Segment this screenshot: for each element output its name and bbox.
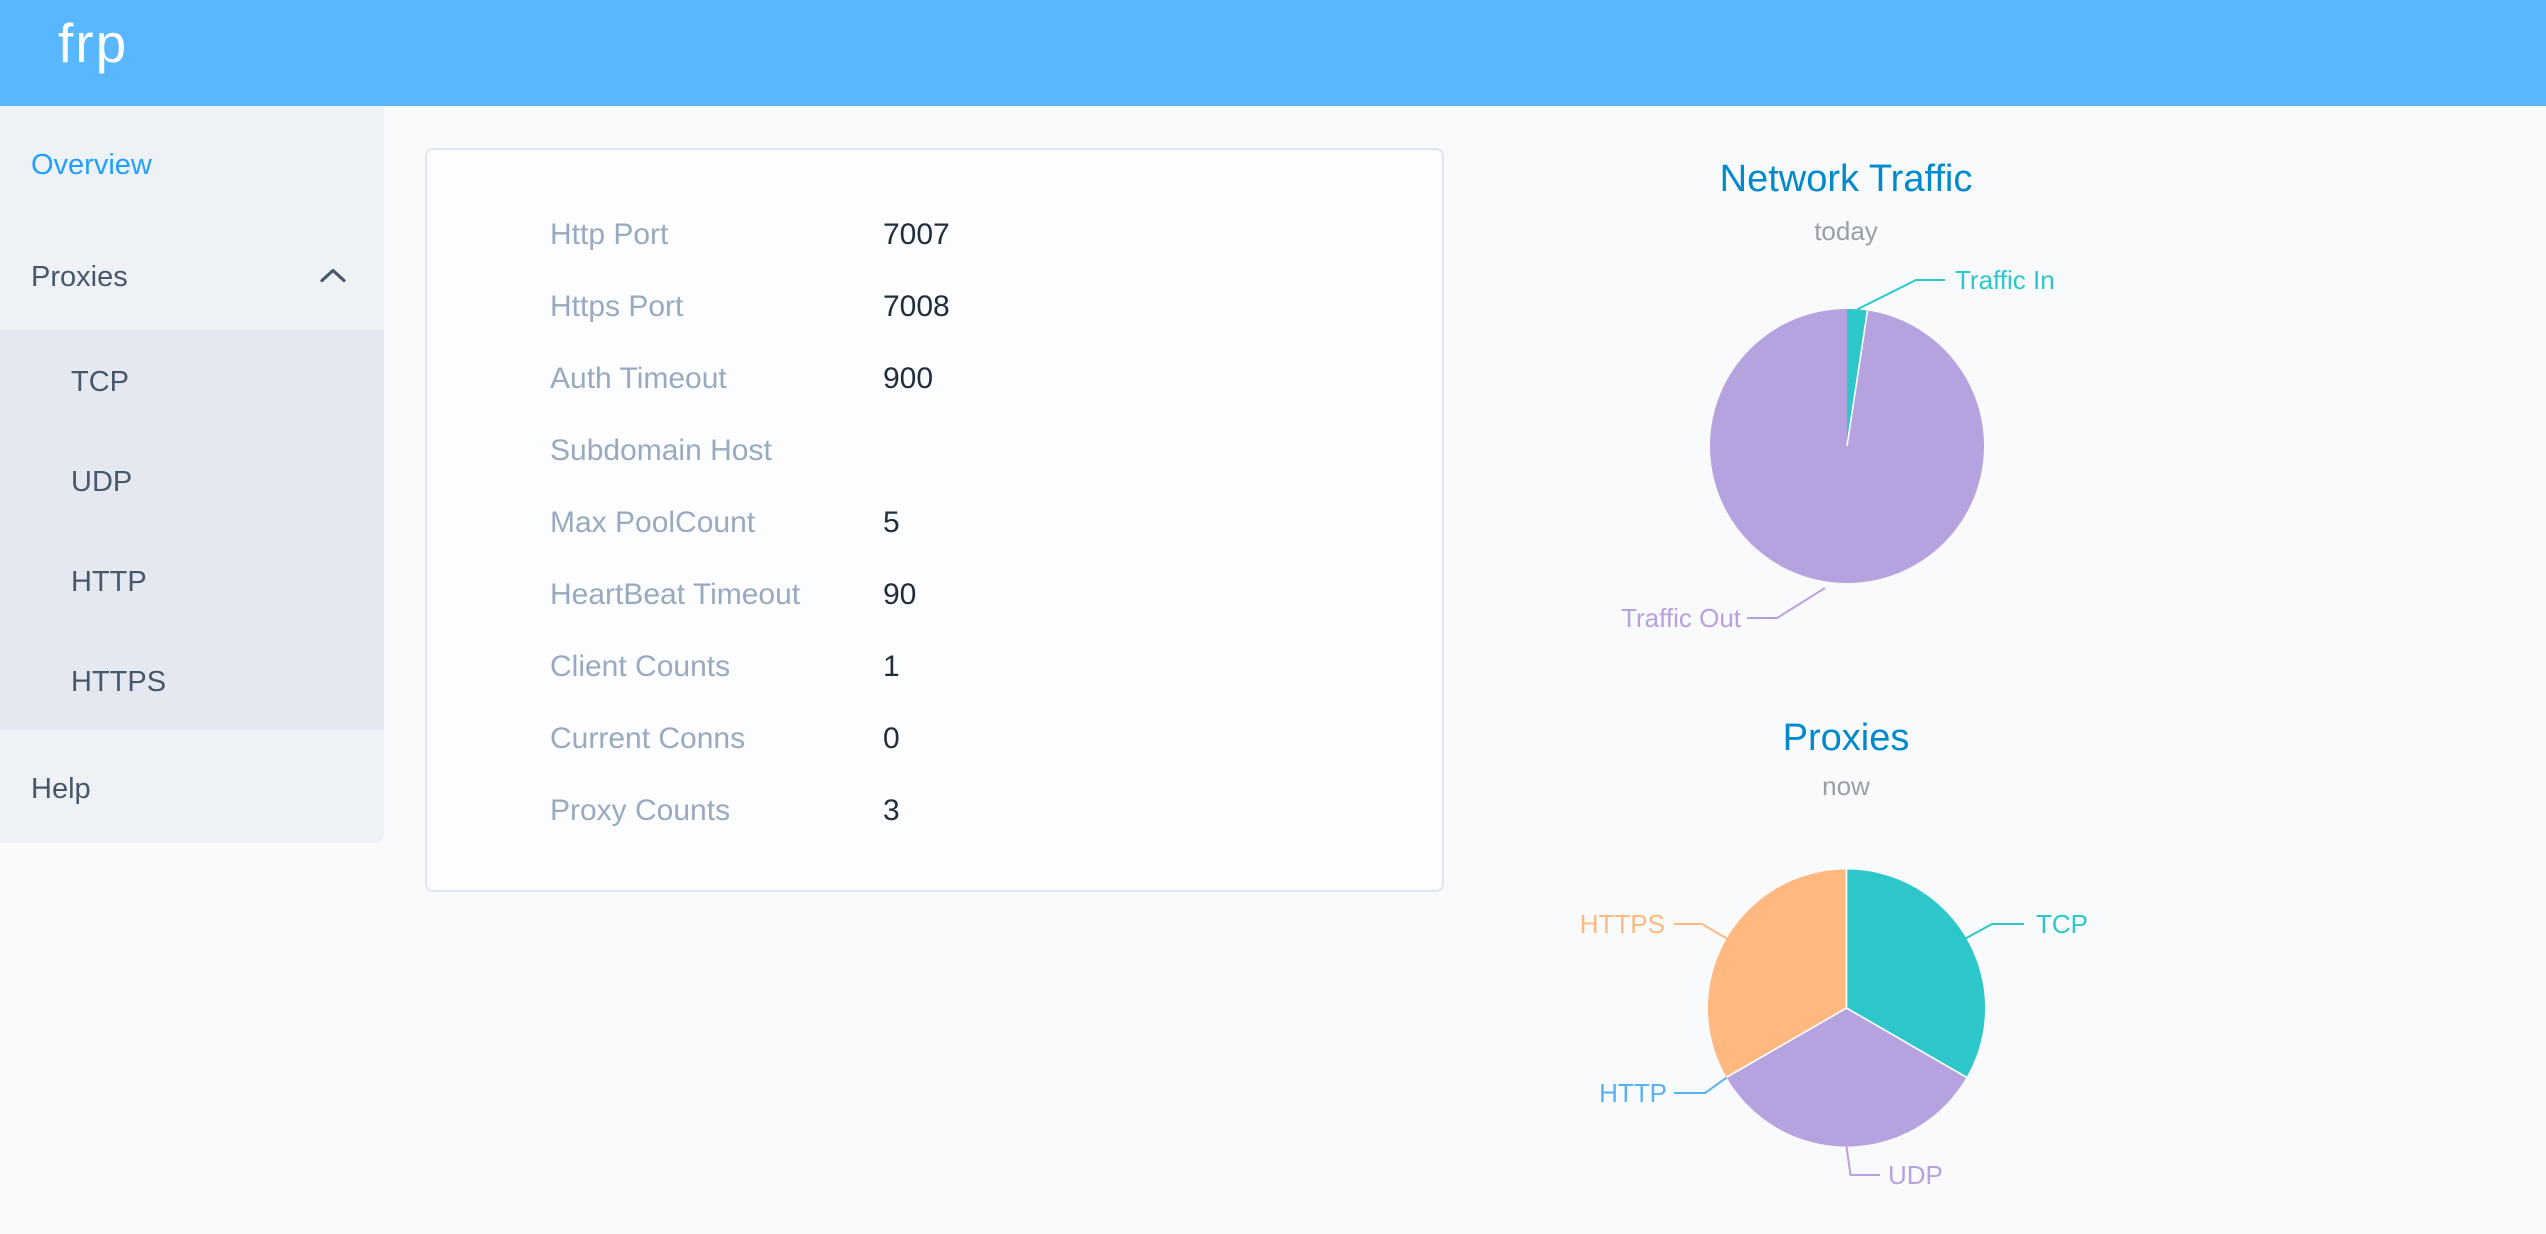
svg-text:TCP: TCP [2036, 909, 2088, 939]
svg-text:UDP: UDP [1888, 1160, 1943, 1190]
svg-text:Network Traffic: Network Traffic [1720, 158, 1973, 200]
svg-text:today: today [1814, 216, 1878, 246]
svg-text:Traffic In: Traffic In [1955, 265, 2055, 295]
svg-text:Traffic Out: Traffic Out [1621, 603, 1742, 633]
svg-text:now: now [1822, 771, 1870, 801]
svg-text:HTTPS: HTTPS [1580, 909, 1665, 939]
svg-text:HTTP: HTTP [1599, 1078, 1667, 1108]
svg-text:Proxies: Proxies [1783, 717, 1910, 759]
